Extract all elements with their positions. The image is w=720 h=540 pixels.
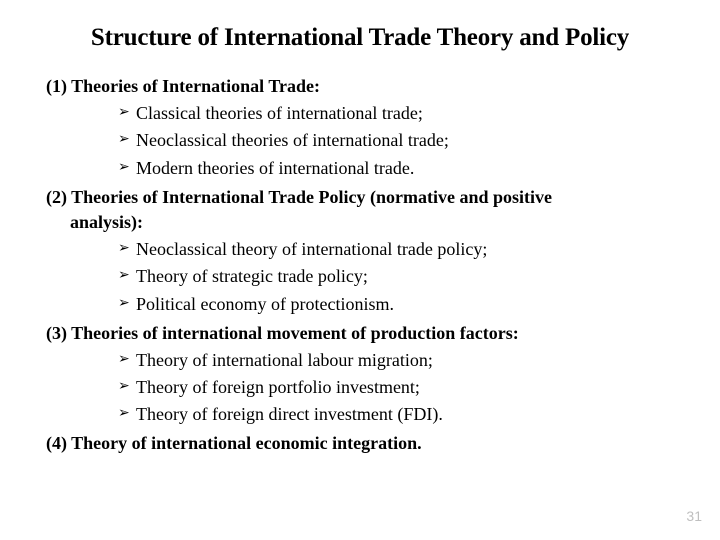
section-heading: (4) Theory of international economic int… (46, 431, 682, 456)
slide-body: (1) Theories of International Trade: Cla… (38, 74, 682, 457)
bullet-item: Theory of international labour migration… (136, 348, 682, 373)
bullet-item: Classical theories of international trad… (136, 101, 682, 126)
section-heading: (1) Theories of International Trade: (46, 74, 682, 99)
slide: Structure of International Trade Theory … (0, 0, 720, 540)
bullet-item: Neoclassical theories of international t… (136, 128, 682, 153)
bullet-item: Theory of foreign portfolio investment; (136, 375, 682, 400)
bullet-item: Theory of foreign direct investment (FDI… (136, 402, 682, 427)
bullet-item: Neoclassical theory of international tra… (136, 237, 682, 262)
bullet-list: Theory of international labour migration… (46, 348, 682, 428)
bullet-list: Classical theories of international trad… (46, 101, 682, 181)
section-heading-line2: analysis): (46, 212, 143, 232)
bullet-item: Modern theories of international trade. (136, 156, 682, 181)
section-heading: (3) Theories of international movement o… (46, 321, 682, 346)
bullet-list: Neoclassical theory of international tra… (46, 237, 682, 317)
bullet-item: Theory of strategic trade policy; (136, 264, 682, 289)
page-number: 31 (686, 508, 702, 524)
slide-title: Structure of International Trade Theory … (38, 24, 682, 52)
section-heading-line1: (2) Theories of International Trade Poli… (46, 187, 552, 207)
bullet-item: Political economy of protectionism. (136, 292, 682, 317)
section-heading: (2) Theories of International Trade Poli… (46, 185, 682, 235)
